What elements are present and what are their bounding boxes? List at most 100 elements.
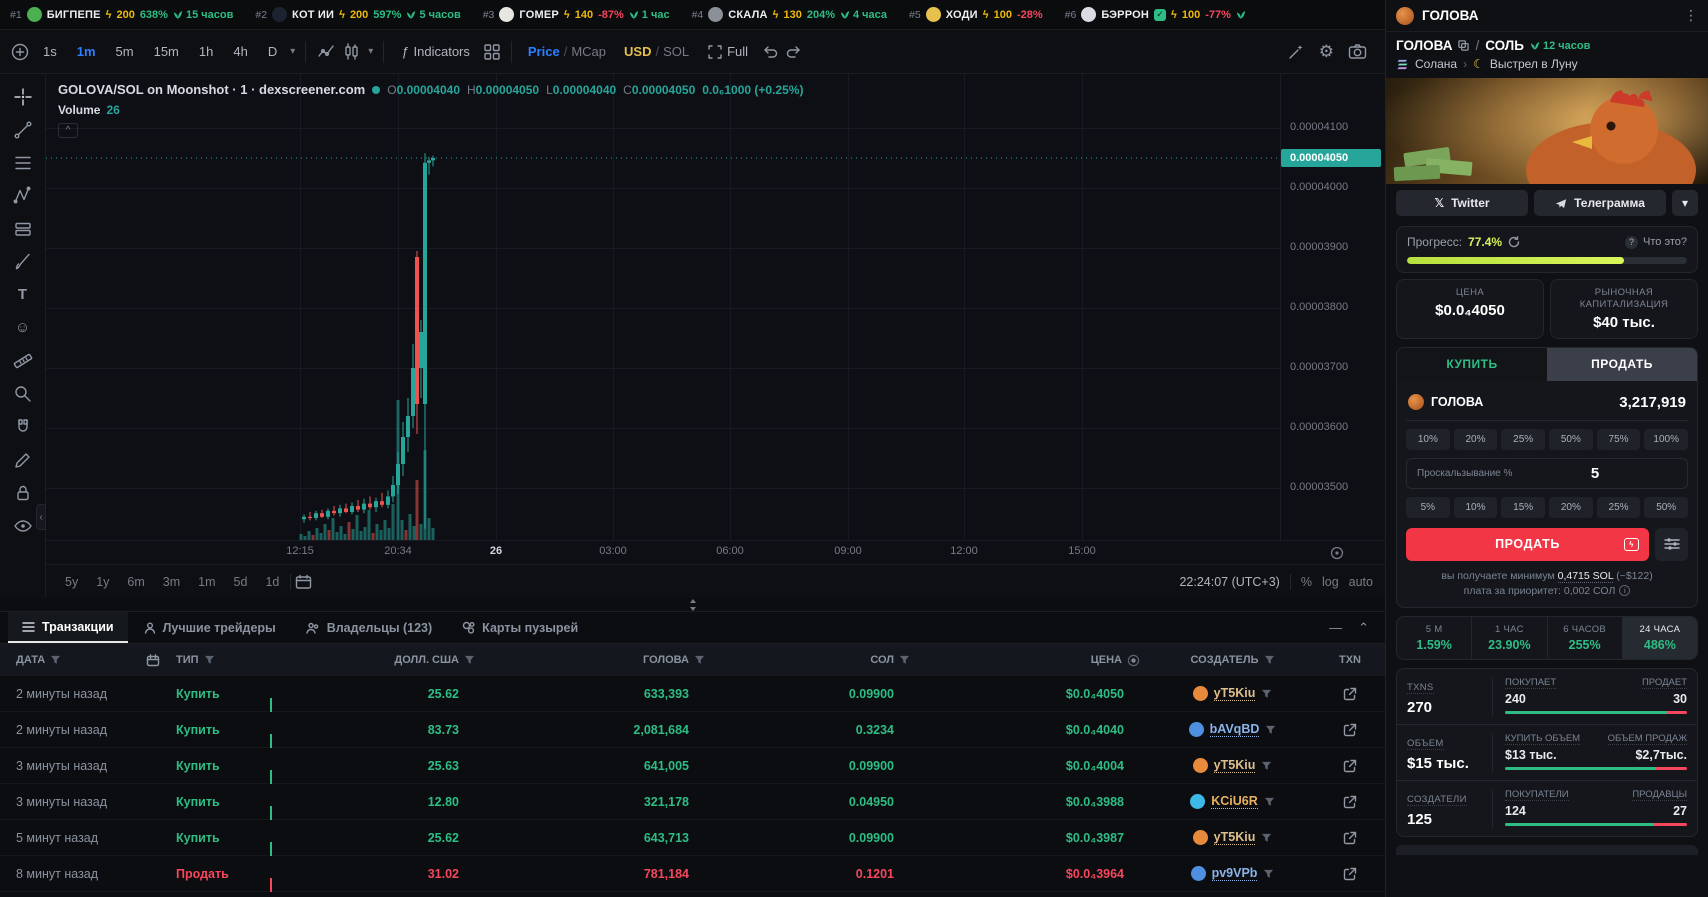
log-scale-button[interactable]: log [1321,574,1339,589]
transaction-row[interactable]: 2 минуты назад Купить 83.73 2,081,684 0.… [0,712,1385,748]
pct-25-button[interactable]: 25% [1501,428,1546,450]
volume-label[interactable]: Volume [58,103,101,117]
header-maker[interactable]: СОЗДАТЕЛЬ [1150,654,1315,666]
twitter-button[interactable]: 𝕏 Twitter [1396,190,1528,216]
dex-name[interactable]: Выстрел в Луну [1489,57,1578,71]
text-tool-icon[interactable]: T [17,286,28,303]
trending-token-2[interactable]: #2 КОТ ИИ ϟ 200 597% 5 часов [255,7,461,22]
filter-icon[interactable] [1261,689,1272,699]
goto-date-icon[interactable] [295,574,312,590]
range-3m[interactable]: 3m [162,574,181,589]
calendar-icon[interactable] [146,653,160,667]
copy-icon[interactable] [1458,40,1470,51]
header-sol-amount[interactable]: СОЛ [715,654,920,666]
pair-chart-title[interactable]: GOLOVA/SOL on Moonshot · 1 · dexscreener… [58,82,366,97]
trending-token-3[interactable]: #3 ГОМЕР ϟ 140 -87% 1 час [483,7,670,22]
transaction-row[interactable]: 3 минуты назад Купить 12.80 321,178 0.04… [0,784,1385,820]
brush-tool-icon[interactable] [7,247,39,276]
zoom-tool-icon[interactable] [7,379,39,408]
slip-5-button[interactable]: 5% [1406,496,1450,518]
price-axis[interactable]: 0.00004100 0.00004000 0.00003900 0.00003800… [1280,74,1385,540]
goto-realtime-icon[interactable] [1327,543,1347,563]
trending-token-6[interactable]: #6 БЭРРОН ✓ ϟ 100 -77% [1065,7,1246,22]
slippage-value[interactable]: 5 [1590,464,1600,482]
external-link-icon[interactable] [1343,759,1357,773]
external-link-icon[interactable] [1343,687,1357,701]
lock-tool-icon[interactable] [7,478,39,507]
price-currency-toggle-icon[interactable] [1127,654,1140,667]
trending-token-5[interactable]: #5 ХОДИ ϟ 100 -28% [909,7,1043,22]
sell-tab[interactable]: ПРОДАТЬ [1547,347,1697,381]
chain-name[interactable]: Солана [1415,57,1458,71]
trade-settings-sliders-icon[interactable] [1655,527,1688,561]
xabcd-pattern-tool-icon[interactable] [7,181,39,210]
projection-tool-icon[interactable] [7,214,39,243]
tab-transactions[interactable]: Транзакции [8,612,128,643]
amount-input-row[interactable]: ГОЛОВА 3,217,919 [1406,390,1688,421]
tf-6h-cell[interactable]: 6 ЧАСОВ 255% [1548,616,1623,659]
what-is-this-link[interactable]: ? Что это? [1625,235,1687,249]
filter-icon[interactable] [464,655,475,665]
rail-collapse-handle[interactable]: ‹ [36,504,46,530]
info-icon[interactable]: i [1619,585,1631,597]
camera-snapshot-icon[interactable] [1348,43,1367,60]
settings-gear-icon[interactable]: ⚙ [1318,41,1334,61]
measure-tool-icon[interactable] [7,346,39,375]
transaction-row[interactable]: 2 минуты назад Купить 25.62 633,393 0.09… [0,676,1385,712]
range-5d[interactable]: 5d [233,574,248,589]
filter-icon[interactable] [204,655,215,665]
range-1d[interactable]: 1d [265,574,280,589]
timeframe-5m[interactable]: 5m [115,44,134,59]
slip-20-button[interactable]: 20% [1549,496,1593,518]
pct-50-button[interactable]: 50% [1549,428,1593,450]
fullscreen-button[interactable]: Full [701,40,755,63]
more-links-chevron-icon[interactable]: ▾ [1672,190,1698,216]
hide-drawings-eye-icon[interactable] [7,511,39,540]
price-mcap-toggle[interactable]: Price / MCap [527,44,607,59]
transaction-row[interactable]: 3 минуты назад Купить 25.63 641,005 0.09… [0,748,1385,784]
tf-1h-cell[interactable]: 1 ЧАС 23.90% [1472,616,1548,659]
transaction-row[interactable]: 8 минут назад Продать 31.02 781,184 0.12… [0,856,1385,892]
clock-text[interactable]: 22:24:07 (UTC+3) [1179,574,1280,589]
undo-icon[interactable] [761,44,779,60]
timeframe-1m[interactable]: 1m [76,44,96,59]
chart-type-chevron-icon[interactable]: ▾ [368,46,374,57]
timeframe-dropdown-chevron-icon[interactable]: ▾ [290,46,296,57]
add-symbol-icon[interactable] [10,42,30,62]
magnet-tool-icon[interactable] [7,412,39,441]
filter-icon[interactable] [50,655,61,665]
tab-top-traders[interactable]: Лучшие трейдеры [130,612,290,643]
header-price[interactable]: ЦЕНА [920,654,1150,667]
panel-resize-handle[interactable] [0,598,1385,612]
line-chart-type-icon[interactable] [316,42,336,62]
filter-icon[interactable] [1261,833,1272,843]
expand-panel-icon[interactable]: ⌃ [1358,619,1369,635]
emoji-tool-icon[interactable]: ☺ [14,319,31,336]
timeframe-15m[interactable]: 15m [153,44,179,59]
filter-icon[interactable] [1263,869,1274,879]
maker-address[interactable]: bAVqBD [1209,722,1260,737]
auto-scale-button[interactable]: auto [1348,574,1373,589]
header-token-amount[interactable]: ГОЛОВА [485,654,715,666]
tf-5m-cell[interactable]: 5 М 1.59% [1397,616,1473,659]
pct-75-button[interactable]: 75% [1596,428,1641,450]
telegram-button[interactable]: Телеграмма [1534,190,1666,216]
crosshair-tool-icon[interactable] [7,82,39,111]
maker-address[interactable]: yT5Kiu [1213,830,1256,845]
external-link-icon[interactable] [1343,867,1357,881]
usd-sol-toggle[interactable]: USD / SOL [624,44,690,59]
sell-submit-button[interactable]: ПРОДАТЬ ϟ [1406,527,1649,561]
maker-address[interactable]: pv9VPb [1211,866,1258,881]
volume-pane-collapse-button[interactable]: ^ [58,123,78,138]
filter-icon[interactable] [899,655,910,665]
timeframe-1d[interactable]: D [267,44,278,59]
range-1m[interactable]: 1m [198,574,216,589]
price-chart-canvas[interactable] [46,74,1280,540]
trending-token-4[interactable]: #4 СКАЛА ϟ 130 204% 4 часа [692,7,887,22]
minimize-panel-icon[interactable]: — [1329,619,1343,635]
header-type[interactable]: ТИП [170,654,270,666]
edit-pencil-tool-icon[interactable] [7,445,39,474]
timeframe-1s[interactable]: 1s [43,44,57,59]
filter-icon[interactable] [694,655,705,665]
external-link-icon[interactable] [1343,795,1357,809]
